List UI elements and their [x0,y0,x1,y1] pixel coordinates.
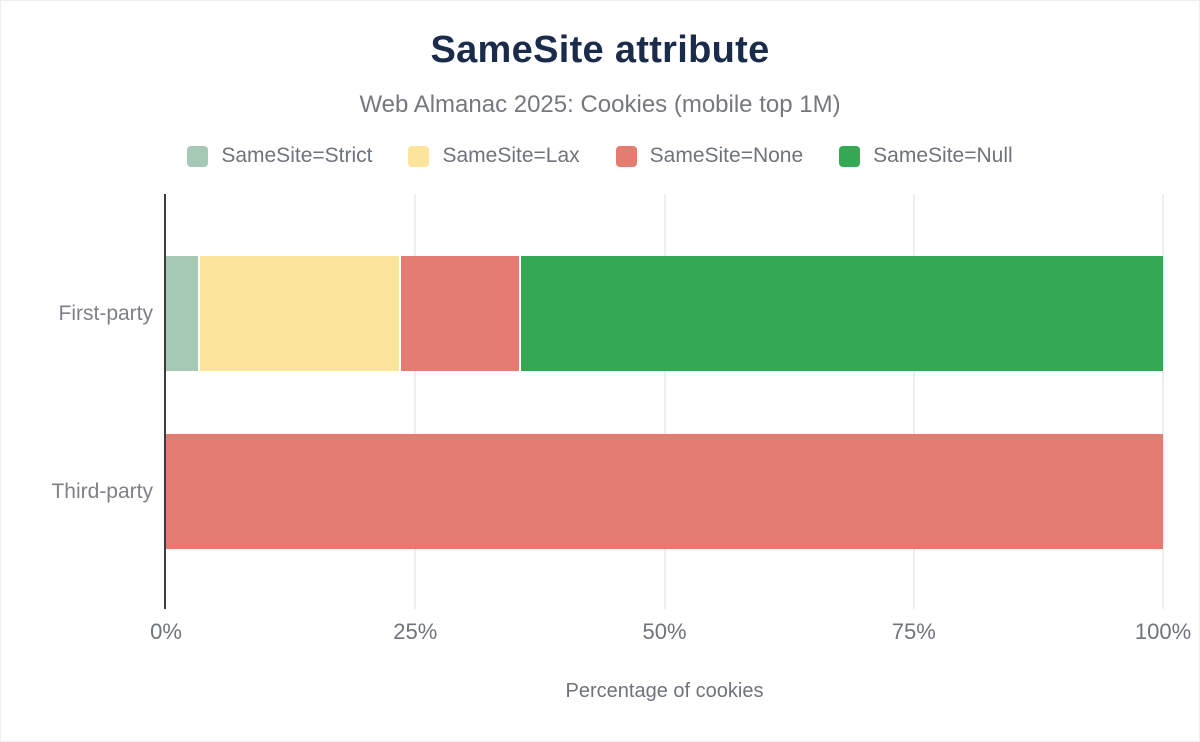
x-tick-25: 25% [393,619,438,644]
legend-label-samesite-lax: SameSite=Lax [442,144,580,167]
bar-third-party [166,434,1163,549]
chart-subtitle: Web Almanac 2025: Cookies (mobile top 1M… [359,91,841,118]
y-axis-line [164,194,166,609]
x-axis-ticks: 0% 25% 50% 75% 100% [150,619,1191,645]
category-label-third-party: Third-party [51,479,153,503]
category-label-first-party: First-party [58,301,154,325]
legend-swatch-samesite-null [839,145,861,167]
legend: SameSite=Strict SameSite=Lax SameSite=None… [1,144,1199,168]
plot-area [164,194,1164,609]
chart-title: SameSite attribute [430,29,770,71]
x-tick-100: 100% [1134,619,1192,644]
bar-segment-samesite-none [166,434,1163,549]
legend-label-samesite-null: SameSite=Null [873,144,1013,167]
x-axis-title: Percentage of cookies [565,680,764,702]
legend-item-samesite-strict: SameSite=Strict [187,144,372,168]
bar-segment-samesite-lax [199,256,399,371]
legend-item-samesite-null: SameSite=Null [839,144,1013,168]
legend-label-samesite-none: SameSite=None [649,144,804,167]
bar-first-party [166,256,1163,371]
bar-segment-samesite-strict [166,256,198,371]
legend-swatch-samesite-strict [187,145,209,167]
gridline-50 [663,194,666,609]
x-tick-0: 0% [150,619,182,644]
legend-label-samesite-strict: SameSite=Strict [221,144,373,167]
legend-item-samesite-none: SameSite=None [615,144,804,168]
legend-swatch-samesite-lax [408,145,430,167]
bar-segment-samesite-null [520,256,1163,371]
gridline-75 [912,194,915,609]
legend-swatch-samesite-none [615,145,637,167]
gridline-100 [1162,194,1164,609]
x-tick-50: 50% [642,619,687,644]
gridline-25 [414,194,417,609]
legend-item-samesite-lax: SameSite=Lax [408,144,580,168]
x-tick-75: 75% [891,619,936,644]
bar-segment-samesite-none [400,256,519,371]
